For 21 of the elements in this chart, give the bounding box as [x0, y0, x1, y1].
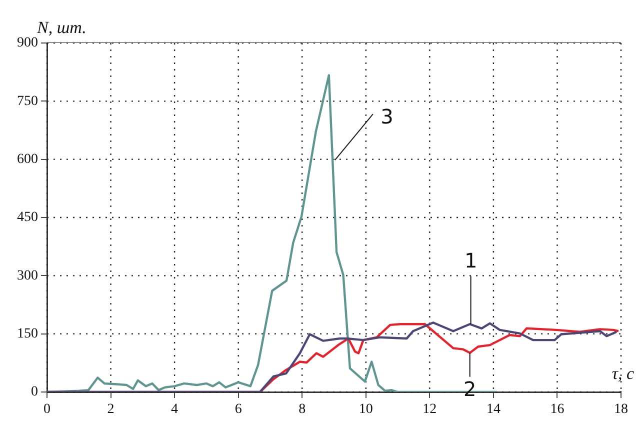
x-tick-label: 6 [234, 402, 242, 418]
y-axis-title: N, шт. [36, 18, 86, 37]
x-tick-label: 14 [486, 402, 500, 418]
annotation: 1 [464, 248, 478, 272]
x-tick-label: 10 [358, 402, 373, 418]
x-tick-label: 16 [550, 402, 564, 418]
x-tick-label: 18 [614, 402, 628, 418]
x-tick-label: 8 [298, 402, 306, 418]
y-tick-label: 900 [17, 36, 38, 51]
y-tick-label: 150 [17, 326, 38, 342]
y-tick-label: 450 [17, 210, 38, 226]
annotation: 3 [380, 104, 394, 128]
x-tick-label: 4 [171, 402, 178, 418]
x-tick-label: 0 [44, 402, 50, 418]
y-tick-label: 0 [31, 384, 38, 400]
y-tick-label: 600 [17, 152, 38, 168]
x-tick-label: 2 [107, 402, 114, 418]
x-tick-label: 12 [422, 402, 437, 418]
y-tick-label: 300 [17, 268, 38, 284]
x-axis-title: τ, с [612, 364, 634, 383]
y-tick-label: 750 [17, 94, 38, 109]
